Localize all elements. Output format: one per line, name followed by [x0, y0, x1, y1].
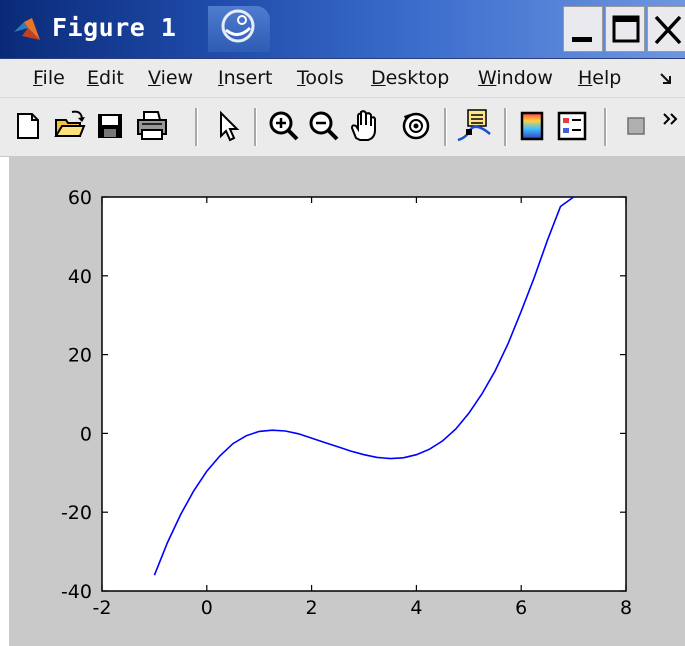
y-tick-label: 20	[68, 345, 92, 367]
y-tick-label: -40	[61, 581, 92, 603]
hide-plot-tools-icon[interactable]	[618, 108, 654, 144]
zoom-out-icon[interactable]	[306, 108, 342, 144]
x-tick-label: 8	[620, 597, 632, 619]
maximize-button[interactable]	[605, 6, 645, 52]
x-tick-label: 6	[515, 597, 527, 619]
toolbar-overflow-icon[interactable]	[660, 106, 682, 142]
rotate-3d-icon[interactable]	[398, 108, 434, 144]
legend-icon[interactable]	[554, 108, 590, 144]
axes-area[interactable]	[101, 196, 627, 592]
toolbar	[0, 98, 685, 157]
menu-desktop[interactable]: Desktop	[371, 67, 450, 89]
menu-desktop-rest: esktop	[385, 67, 450, 89]
matlab-logo-icon[interactable]	[14, 18, 40, 40]
menu-insert-rest: nsert	[223, 67, 273, 89]
menu-bar: File Edit View Insert Tools Desktop Wind…	[0, 59, 685, 98]
minimize-button[interactable]	[563, 6, 603, 52]
menu-edit-rest: dit	[99, 67, 124, 89]
x-tick-label: 4	[410, 597, 422, 619]
colorbar-icon[interactable]	[514, 108, 550, 144]
series-line	[153, 196, 575, 576]
menu-tools[interactable]: Tools	[297, 67, 344, 89]
menu-file[interactable]: File	[33, 67, 65, 89]
toolbar-separator	[444, 108, 447, 146]
y-tick-label: 0	[80, 423, 92, 445]
menu-view-rest: iew	[160, 67, 194, 89]
close-icon	[654, 15, 682, 45]
minimize-icon	[572, 37, 592, 42]
y-tick-label: -20	[61, 502, 92, 524]
toolbar-separator	[195, 108, 198, 146]
figure-canvas: -2 0 2 4 6 8 -40 -20 0 20 40 60	[9, 157, 685, 646]
toolbar-separator	[604, 108, 607, 146]
menu-file-rest: ile	[42, 67, 65, 89]
close-button[interactable]	[647, 6, 685, 52]
menu-view[interactable]: View	[148, 67, 194, 89]
zoom-in-icon[interactable]	[266, 108, 302, 144]
y-tick-label: 60	[68, 187, 92, 209]
title-bar[interactable]: Figure 1	[0, 0, 685, 59]
save-icon[interactable]	[92, 108, 128, 144]
data-cursor-icon[interactable]	[456, 108, 492, 144]
menu-window-rest: indow	[496, 67, 553, 89]
y-tick-label: 40	[68, 266, 92, 288]
x-tick-label: 0	[201, 597, 213, 619]
print-icon[interactable]	[134, 108, 170, 144]
x-tick-label: -2	[93, 597, 112, 619]
menu-edit[interactable]: Edit	[87, 67, 124, 89]
menu-overflow-icon[interactable]	[659, 71, 673, 85]
x-tick-label: 2	[306, 597, 318, 619]
menu-insert[interactable]: Insert	[218, 67, 273, 89]
menu-tools-rest: ools	[305, 67, 344, 89]
toolbar-separator	[504, 108, 507, 146]
toolbar-separator	[254, 108, 257, 146]
pan-hand-icon[interactable]	[346, 108, 382, 144]
menu-help-rest: elp	[592, 67, 622, 89]
open-file-icon[interactable]	[52, 108, 88, 144]
swirl-icon[interactable]	[218, 6, 258, 46]
edit-plot-arrow-icon[interactable]	[210, 108, 246, 144]
menu-window[interactable]: Window	[478, 67, 553, 89]
window-title: Figure 1	[52, 13, 177, 42]
title-tab	[208, 6, 270, 52]
menu-help[interactable]: Help	[578, 67, 622, 89]
maximize-icon	[612, 15, 640, 43]
new-figure-icon[interactable]	[10, 108, 46, 144]
